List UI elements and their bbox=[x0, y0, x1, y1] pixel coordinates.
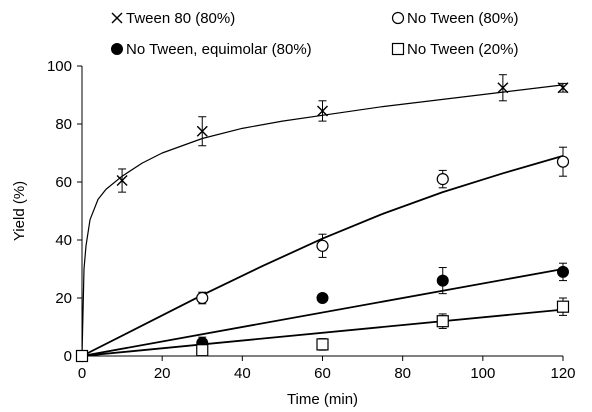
y-tick-label: 40 bbox=[55, 232, 72, 249]
data-point-square-open bbox=[556, 300, 570, 313]
data-point-circle-open bbox=[556, 155, 570, 168]
x-tick-label: 20 bbox=[154, 365, 171, 382]
y-ticks: 0 20 40 60 80 100 bbox=[47, 58, 82, 365]
data-point-square-open bbox=[316, 338, 329, 351]
x-ticks: 0 20 40 60 80 100 120 bbox=[78, 356, 576, 382]
legend-marker-circle-open bbox=[391, 11, 405, 25]
marker-stroke bbox=[196, 125, 208, 137]
legend-entry: No Tween, equimolar (80%) bbox=[111, 41, 312, 58]
data-point-x bbox=[196, 125, 208, 137]
legend-entry: No Tween (20%) bbox=[391, 41, 518, 58]
data-point-circle-open bbox=[196, 291, 209, 305]
data-point-x bbox=[557, 82, 569, 94]
x-tick-label: 80 bbox=[394, 365, 411, 382]
y-tick-label: 60 bbox=[55, 174, 72, 191]
fit-curve-4 bbox=[81, 308, 564, 357]
data-point-circle-open bbox=[316, 239, 329, 252]
marker-stroke bbox=[116, 175, 128, 187]
data-point-circle-open bbox=[436, 173, 449, 186]
legend-label: No Tween (20%) bbox=[407, 41, 518, 58]
legend-marker-x bbox=[111, 12, 123, 24]
x-tick-label: 60 bbox=[314, 365, 331, 382]
data-point-square-open bbox=[436, 315, 449, 328]
x-axis-title: Time (min) bbox=[287, 391, 358, 408]
marker-stroke bbox=[111, 12, 123, 24]
plot-area: 0 20 40 60 80 100 120 0 20 40 60 80 100 bbox=[47, 58, 576, 382]
fit-curve-3 bbox=[81, 268, 564, 357]
marker-stroke bbox=[497, 82, 509, 94]
x-tick-label: 0 bbox=[78, 365, 86, 382]
fit-curves bbox=[81, 84, 564, 357]
legend-marker-circle-filled bbox=[111, 43, 123, 55]
data-point-x bbox=[116, 175, 128, 187]
fit-curve-1 bbox=[81, 84, 564, 357]
y-tick-label: 100 bbox=[47, 58, 72, 75]
legend-entry: No Tween (80%) bbox=[391, 10, 518, 27]
legend-entry: Tween 80 (80%) bbox=[111, 10, 235, 27]
marker-stroke bbox=[557, 82, 569, 94]
data-markers bbox=[75, 82, 570, 363]
y-tick-label: 80 bbox=[55, 116, 72, 133]
legend-marker-square-open bbox=[391, 42, 405, 56]
data-point-x bbox=[497, 82, 509, 94]
legend-label: Tween 80 (80%) bbox=[126, 10, 235, 27]
x-tick-label: 40 bbox=[234, 365, 251, 382]
y-tick-label: 0 bbox=[64, 348, 72, 365]
x-tick-label: 100 bbox=[470, 365, 495, 382]
legend-label: No Tween, equimolar (80%) bbox=[126, 41, 312, 58]
x-tick-label: 120 bbox=[550, 365, 575, 382]
data-point-square-open bbox=[196, 344, 209, 357]
y-axis-title: Yield (%) bbox=[11, 181, 28, 241]
data-point-circle-filled bbox=[316, 292, 329, 304]
error-bars bbox=[118, 74, 567, 357]
legend: Tween 80 (80%) No Tween (80%) No Tween, eq… bbox=[111, 10, 518, 58]
data-point-circle-filled bbox=[436, 274, 449, 287]
data-point-circle-filled bbox=[557, 265, 569, 278]
data-point-x bbox=[317, 105, 328, 117]
y-tick-label: 20 bbox=[55, 290, 72, 307]
data-point-square-open bbox=[75, 349, 89, 363]
legend-label: No Tween (80%) bbox=[407, 10, 518, 27]
marker-stroke bbox=[317, 105, 328, 117]
